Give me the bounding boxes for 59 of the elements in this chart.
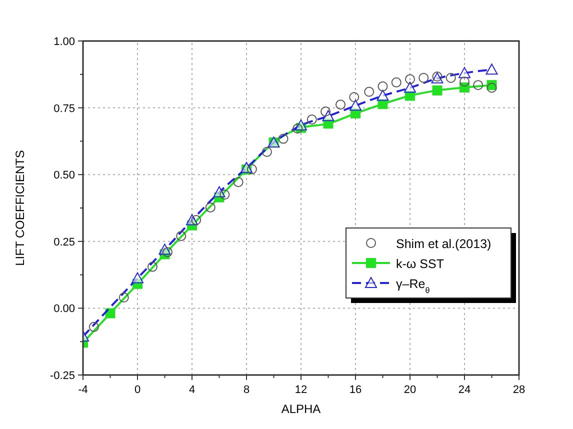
point <box>432 85 442 96</box>
point <box>486 64 498 75</box>
point <box>446 72 456 83</box>
y-tick-label: -0.25 <box>50 370 75 382</box>
legend-label: γ–Re$_{θ}$ <box>396 277 430 294</box>
point <box>118 292 129 303</box>
y-tick-label: 0.25 <box>54 236 75 248</box>
point <box>350 108 360 118</box>
y-tick-label: 0.00 <box>54 303 75 316</box>
legend-label: Shim et al.(2013) <box>396 237 492 251</box>
point <box>88 322 99 332</box>
x-tick-label: 4 <box>188 384 196 396</box>
x-tick-label: 28 <box>512 384 526 396</box>
point <box>460 76 470 87</box>
point <box>323 118 334 129</box>
point <box>391 77 402 88</box>
point <box>349 92 360 102</box>
x-tick-label: 20 <box>404 384 416 396</box>
point <box>191 215 202 226</box>
point <box>262 146 272 157</box>
x-tick-label: 8 <box>243 384 250 396</box>
legend-label: k-ω SST <box>396 257 444 271</box>
point <box>405 74 415 84</box>
point <box>132 272 144 284</box>
point <box>246 164 257 174</box>
point <box>405 90 415 101</box>
point <box>376 90 389 101</box>
point <box>458 67 470 78</box>
point <box>364 86 374 97</box>
y-tick-label: 0.50 <box>54 170 75 182</box>
x-tick-label: 16 <box>349 384 362 396</box>
point <box>336 100 346 110</box>
point <box>176 231 186 242</box>
point <box>486 82 497 93</box>
point <box>233 177 244 188</box>
point <box>378 81 388 92</box>
point <box>306 114 317 125</box>
x-tick-label: 24 <box>458 384 471 396</box>
point <box>322 110 334 122</box>
point <box>404 82 416 93</box>
point <box>147 262 158 272</box>
x-axis-title: ALPHA <box>281 402 321 416</box>
point <box>418 72 429 83</box>
point <box>278 134 288 144</box>
point <box>220 190 230 200</box>
x-tick-label: -4 <box>78 384 88 396</box>
x-tick-label: 0 <box>134 384 141 396</box>
y-axis-title: LIFT COEFFICIENTS <box>13 150 27 266</box>
point <box>205 202 216 212</box>
point <box>320 106 331 117</box>
y-tick-label: 1.00 <box>54 36 75 48</box>
x-tick-label: 12 <box>294 384 308 396</box>
point <box>350 100 362 111</box>
point <box>473 80 484 90</box>
point <box>162 247 172 258</box>
point <box>292 124 303 134</box>
point <box>378 99 388 110</box>
y-tick-label: 0.75 <box>54 102 75 115</box>
point <box>105 308 116 318</box>
